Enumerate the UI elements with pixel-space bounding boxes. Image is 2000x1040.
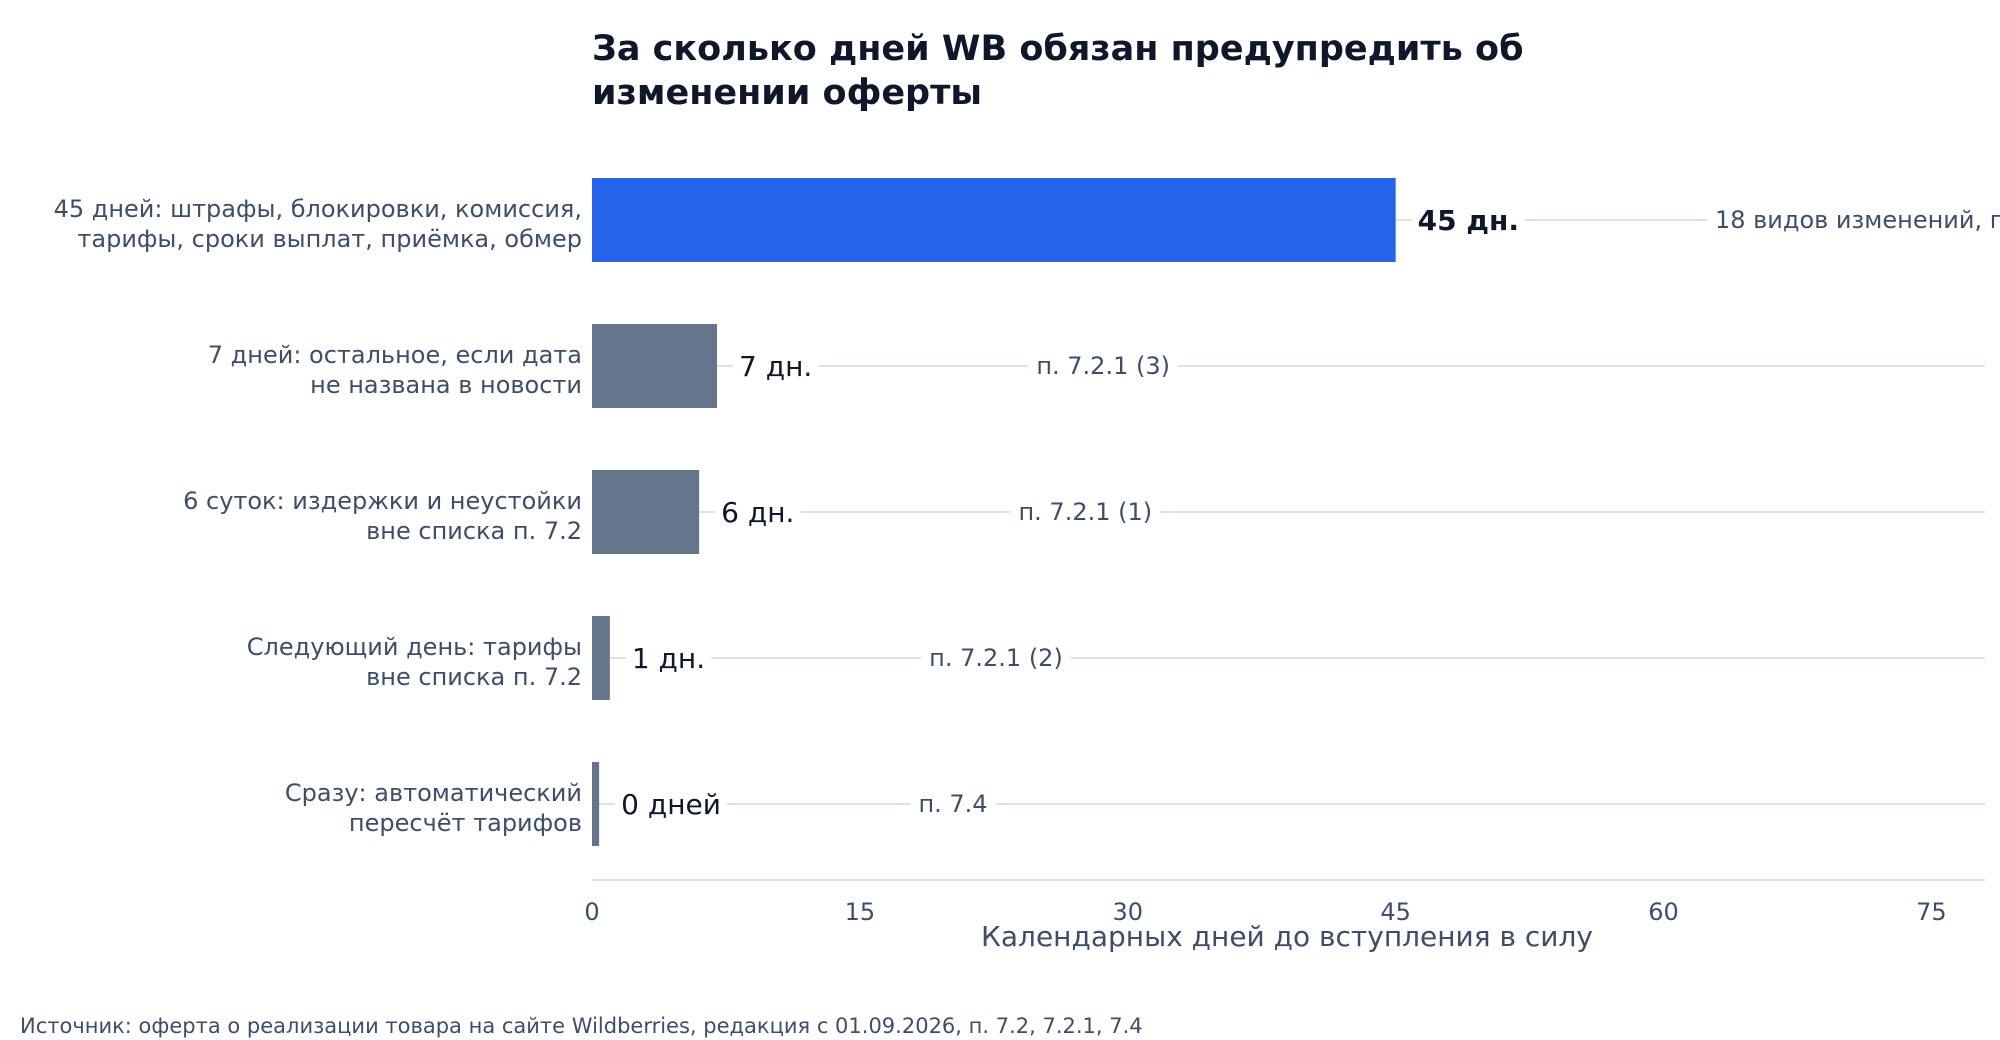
category-label: тарифы, сроки выплат, приёмка, обмер <box>77 225 582 253</box>
x-tick-label: 75 <box>1916 898 1947 926</box>
x-tick-label: 45 <box>1380 898 1411 926</box>
category-label: вне списка п. 7.2 <box>366 517 582 545</box>
chart-title-line: изменении оферты <box>592 73 982 113</box>
note-label-bg <box>1706 204 2000 236</box>
value-label: 7 дн. <box>739 350 812 383</box>
x-tick-label: 0 <box>584 898 599 926</box>
bars <box>592 178 1396 846</box>
source-note: Источник: оферта о реализации товара на … <box>20 1014 1143 1038</box>
note-label-bg <box>910 788 996 820</box>
bar <box>592 178 1396 262</box>
value-labels: 45 дн. 7 дн. 6 дн. 1 дн. 0 дней <box>615 202 1525 823</box>
value-label-bg <box>715 494 801 531</box>
note-label: п. 7.2.1 (1) <box>1018 498 1152 526</box>
bar <box>592 762 600 846</box>
bar <box>592 470 700 554</box>
category-label: пересчёт тарифов <box>349 809 582 837</box>
note-label-bg <box>1028 350 1178 382</box>
value-label-bg <box>625 640 712 677</box>
value-label: 45 дн. <box>1418 204 1519 237</box>
category-label: 6 суток: издержки и неустойки <box>183 487 582 515</box>
note-label: п. 7.4 <box>918 790 987 818</box>
x-axis: 0 15 30 45 60 75 <box>584 879 1985 926</box>
value-label-bg <box>733 348 819 385</box>
chart-title: За сколько дней WB обязан предупредить о… <box>592 29 1524 113</box>
bar <box>592 324 718 408</box>
note-label-bg <box>1010 496 1161 528</box>
value-label: 0 дней <box>621 788 721 821</box>
bar <box>592 616 610 700</box>
value-label-bg <box>1411 202 1525 239</box>
grid-lines <box>592 219 1985 805</box>
x-tick-label: 60 <box>1648 898 1679 926</box>
category-labels: 45 дней: штрафы, блокировки, комиссия,та… <box>54 195 582 837</box>
x-tick-label: 30 <box>1112 898 1143 926</box>
category-label: вне списка п. 7.2 <box>366 663 582 691</box>
value-label-bg <box>615 786 727 823</box>
category-label: Сразу: автоматический <box>285 779 582 807</box>
note-label: п. 7.2.1 (2) <box>929 644 1063 672</box>
category-label: Следующий день: тарифы <box>247 633 582 661</box>
category-label: не названа в новости <box>310 371 582 399</box>
x-tick-label: 15 <box>845 898 876 926</box>
note-label-bg <box>921 642 1071 674</box>
note-label: 18 видов изменений, п. 7.2 <box>1715 206 2000 234</box>
value-label: 1 дн. <box>632 642 705 675</box>
value-label: 6 дн. <box>721 496 794 529</box>
x-axis-label: Календарных дней до вступления в силу <box>981 920 1593 953</box>
category-label: 7 дней: остальное, если дата <box>208 341 582 369</box>
category-label: 45 дней: штрафы, блокировки, комиссия, <box>54 195 582 223</box>
chart-title-line: За сколько дней WB обязан предупредить о… <box>592 29 1524 69</box>
note-label: п. 7.2.1 (3) <box>1036 352 1170 380</box>
note-labels: 18 видов изменений, п. 7.2 п. 7.2.1 (3) п.… <box>910 204 2000 820</box>
